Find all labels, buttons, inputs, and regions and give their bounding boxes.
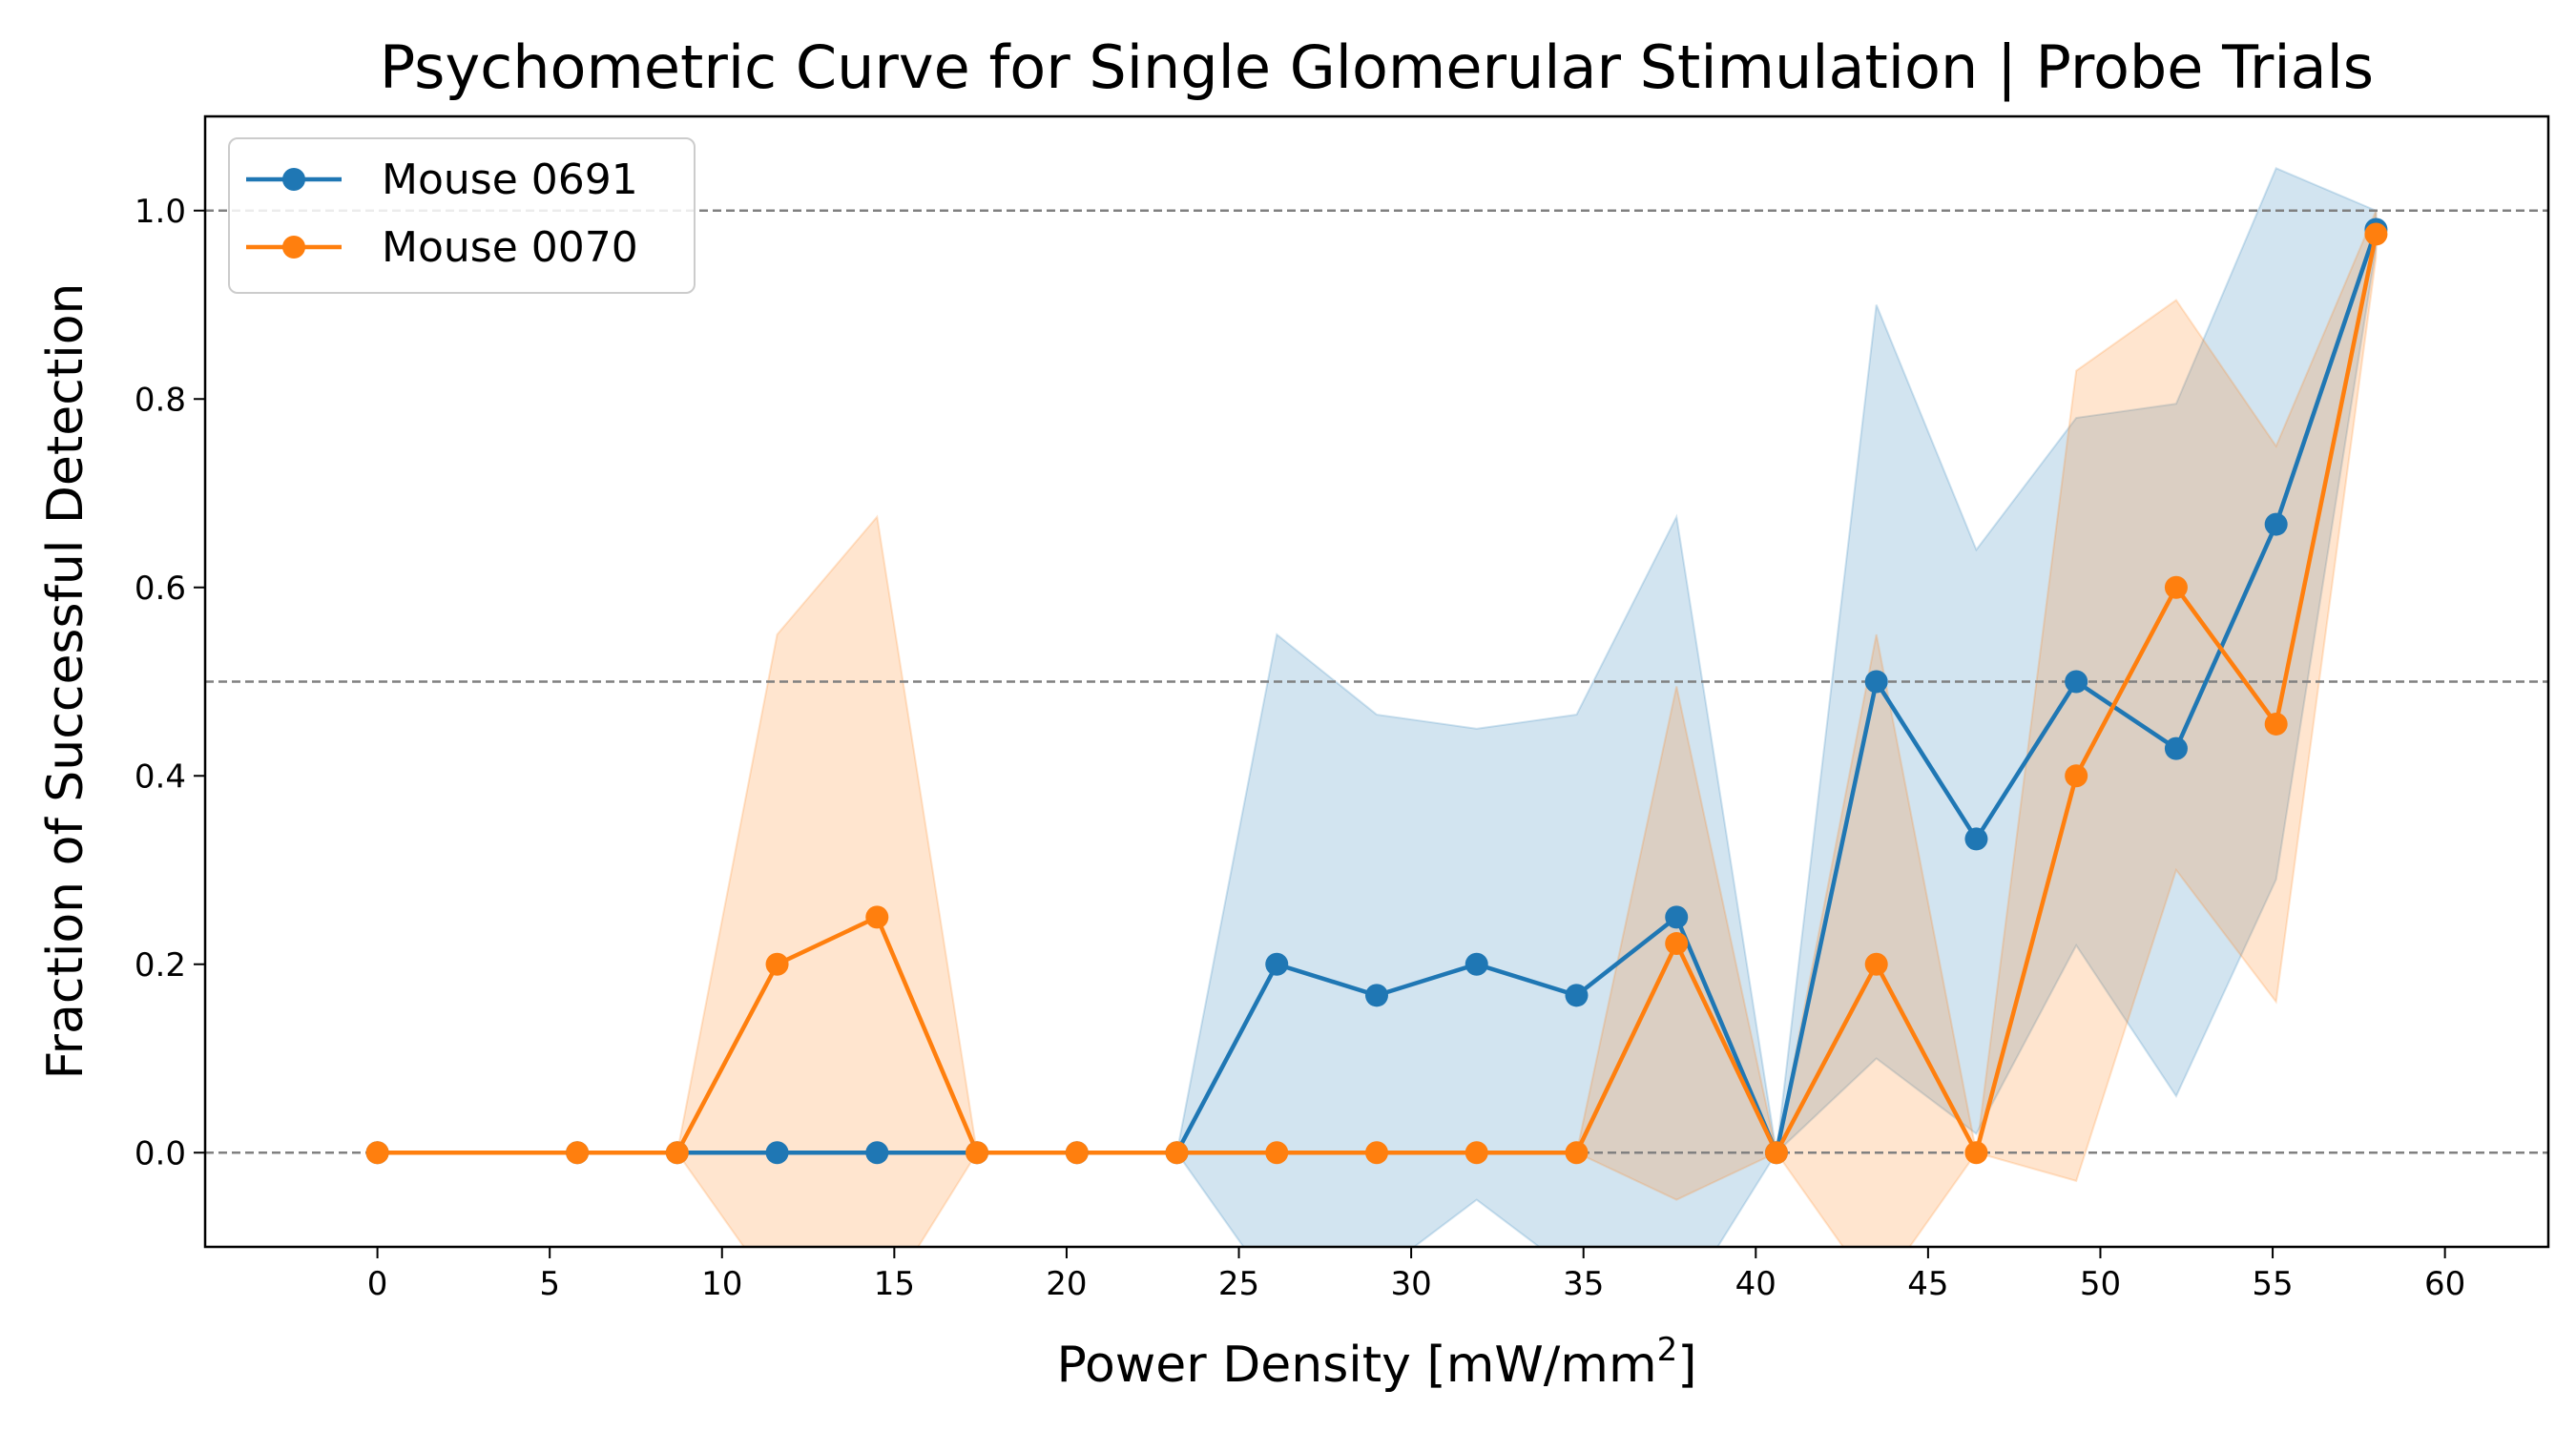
legend-label-1: Mouse 0691 <box>382 156 638 204</box>
data-point-series-1 <box>1265 952 1289 976</box>
x-tick-label: 10 <box>701 1265 742 1303</box>
y-tick-label: 1.0 <box>135 193 186 231</box>
x-tick-label: 45 <box>1907 1265 1948 1303</box>
data-point-series-2 <box>1764 1141 1788 1165</box>
data-point-series-2 <box>1565 1141 1589 1165</box>
data-point-series-2 <box>765 952 789 976</box>
data-point-series-2 <box>1265 1141 1289 1165</box>
x-tick-label: 0 <box>367 1265 388 1303</box>
plot-frame <box>203 114 2550 1249</box>
data-point-series-2 <box>1465 1141 1488 1165</box>
x-tick-label: 60 <box>2424 1265 2465 1303</box>
data-point-series-2 <box>665 1141 689 1165</box>
x-tick-label: 20 <box>1046 1265 1087 1303</box>
series-markers <box>365 218 2388 1165</box>
x-tick-label: 30 <box>1390 1265 1431 1303</box>
x-axis-ticks: 0 5 10 15 20 25 30 35 40 45 50 55 60 <box>367 1247 2465 1303</box>
legend-label-2: Mouse 0070 <box>382 223 638 272</box>
x-axis-label-close: ] <box>1677 1337 1696 1394</box>
data-point-series-1 <box>1365 984 1388 1007</box>
data-point-series-2 <box>1065 1141 1089 1165</box>
data-point-series-1 <box>1964 827 1988 851</box>
x-tick-label: 15 <box>874 1265 915 1303</box>
data-point-series-1 <box>1565 984 1589 1007</box>
data-point-series-1 <box>2264 512 2288 536</box>
data-point-series-2 <box>365 1141 389 1165</box>
y-tick-label: 0.8 <box>135 381 186 419</box>
legend-marker-2 <box>282 236 305 259</box>
x-tick-label: 50 <box>2080 1265 2121 1303</box>
x-tick-label: 5 <box>539 1265 560 1303</box>
data-point-series-2 <box>966 1141 989 1165</box>
x-tick-label: 55 <box>2252 1265 2293 1303</box>
data-point-series-2 <box>566 1141 590 1165</box>
y-tick-label: 0.6 <box>135 570 186 608</box>
x-tick-label: 40 <box>1735 1265 1776 1303</box>
y-axis-label: Fraction of Successful Detection <box>37 283 94 1080</box>
data-point-series-1 <box>1465 952 1488 976</box>
legend: Mouse 0691 Mouse 0070 <box>228 137 696 294</box>
x-tick-label: 25 <box>1218 1265 1259 1303</box>
legend-marker-1 <box>282 168 305 191</box>
x-axis-label: Power Density [mW/mm2] <box>1056 1331 1696 1394</box>
chart-title: Psychometric Curve for Single Glomerular… <box>380 32 2374 103</box>
series-line-1 <box>377 228 2379 1155</box>
data-point-series-2 <box>865 905 889 929</box>
data-point-series-1 <box>865 1141 889 1165</box>
legend-box <box>228 137 696 294</box>
y-tick-label: 0.4 <box>135 757 186 796</box>
data-point-series-2 <box>1365 1141 1388 1165</box>
x-axis-label-superscript: 2 <box>1657 1331 1678 1369</box>
series-line-2 <box>377 233 2379 1155</box>
data-point-series-2 <box>2364 222 2388 246</box>
x-tick-label: 35 <box>1563 1265 1604 1303</box>
data-point-series-2 <box>1665 932 1689 956</box>
confidence-bands <box>377 167 2378 1247</box>
series-lines <box>377 228 2379 1155</box>
data-point-series-2 <box>2065 764 2088 788</box>
x-axis-label-main: Power Density [mW/mm <box>1056 1337 1656 1394</box>
data-point-series-2 <box>2164 575 2188 599</box>
data-point-series-2 <box>1864 952 1888 976</box>
data-point-series-1 <box>2164 736 2188 760</box>
data-point-series-2 <box>2264 712 2288 736</box>
data-point-series-2 <box>1964 1141 1988 1165</box>
data-point-series-2 <box>1165 1141 1189 1165</box>
data-point-series-1 <box>2065 670 2088 694</box>
y-tick-label: 0.0 <box>135 1134 186 1172</box>
data-point-series-1 <box>1864 670 1888 694</box>
data-point-series-1 <box>1665 905 1689 929</box>
y-axis-ticks: 0.0 0.2 0.4 0.6 0.8 1.0 <box>135 193 205 1172</box>
data-point-series-1 <box>765 1141 789 1165</box>
y-tick-label: 0.2 <box>135 946 186 985</box>
